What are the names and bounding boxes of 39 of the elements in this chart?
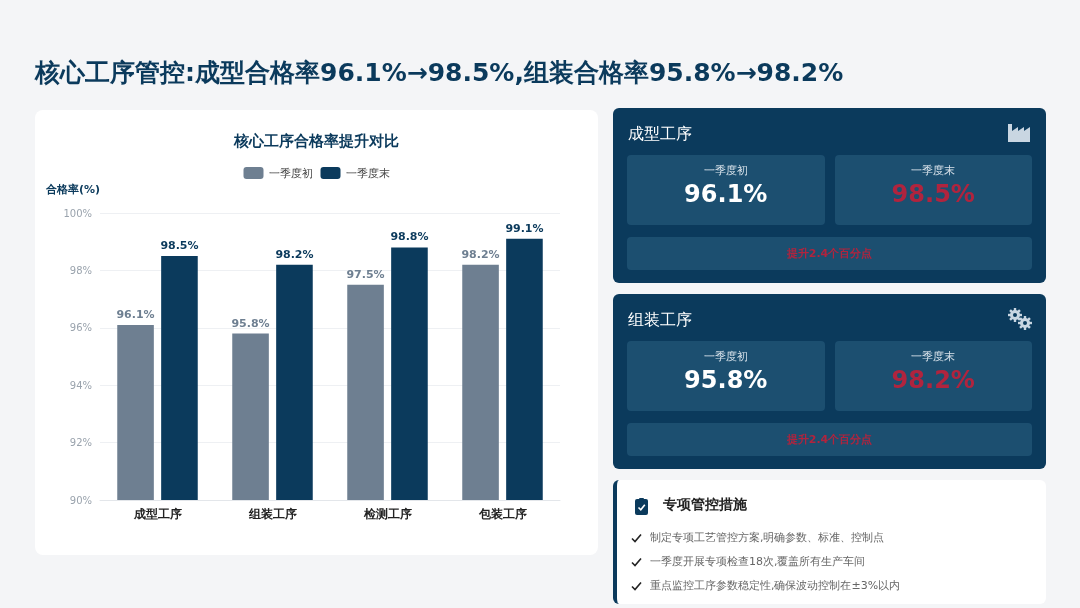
y-tick-label: 98%	[69, 264, 92, 276]
text: 提升2.4个百分点	[627, 423, 1032, 456]
text: 96.1%	[683, 180, 769, 208]
data-label: 97.5%	[346, 267, 385, 281]
data-label: 96.1%	[116, 307, 155, 321]
text: 一季度末	[910, 349, 957, 364]
data-label: 99.1%	[505, 221, 544, 235]
data-label: 98.2%	[461, 247, 500, 261]
x-tick-label: 包装工序	[477, 507, 527, 521]
text: 核心工序管控:成型合格率96.1%→98.5%,组装合格率95.8%→98.2%	[35, 57, 844, 89]
y-tick-label: 92%	[69, 437, 92, 449]
x-tick-label: 检测工序	[362, 507, 412, 521]
y-tick-label: 100%	[63, 207, 92, 219]
data-label: 98.2%	[275, 247, 314, 261]
text: 组装工序	[628, 310, 692, 331]
x-tick-label: 成型工序	[132, 507, 182, 521]
y-axis-title: 合格率(%)	[44, 183, 100, 196]
text: 成型工序	[628, 124, 692, 145]
chart-title: 核心工序合格率提升对比	[233, 131, 399, 150]
text: 一季度初	[702, 349, 749, 364]
text: 一季度开展专项检查18次,覆盖所有生产车间	[650, 554, 866, 569]
legend-label: 一季度末	[345, 166, 390, 180]
x-tick-label: 组装工序	[247, 507, 297, 521]
text: 95.8%	[683, 366, 769, 394]
y-tick-label: 94%	[69, 379, 92, 391]
data-label: 98.5%	[160, 239, 199, 253]
y-tick-label: 90%	[69, 494, 92, 506]
text: 制定专项工艺管控方案,明确参数、标准、控制点	[650, 530, 885, 545]
text: 一季度末	[910, 163, 957, 178]
data-label: 95.8%	[231, 316, 270, 330]
text: 一季度初	[702, 163, 749, 178]
y-tick-label: 96%	[69, 322, 92, 334]
text: 98.2%	[890, 366, 976, 394]
legend-label: 一季度初	[268, 166, 313, 180]
text: 专项管控措施	[663, 496, 747, 514]
data-label: 98.8%	[390, 230, 429, 244]
text: 重点监控工序参数稳定性,确保波动控制在±3%以内	[650, 578, 901, 593]
text: 98.5%	[890, 180, 976, 208]
text: 提升2.4个百分点	[627, 237, 1032, 270]
